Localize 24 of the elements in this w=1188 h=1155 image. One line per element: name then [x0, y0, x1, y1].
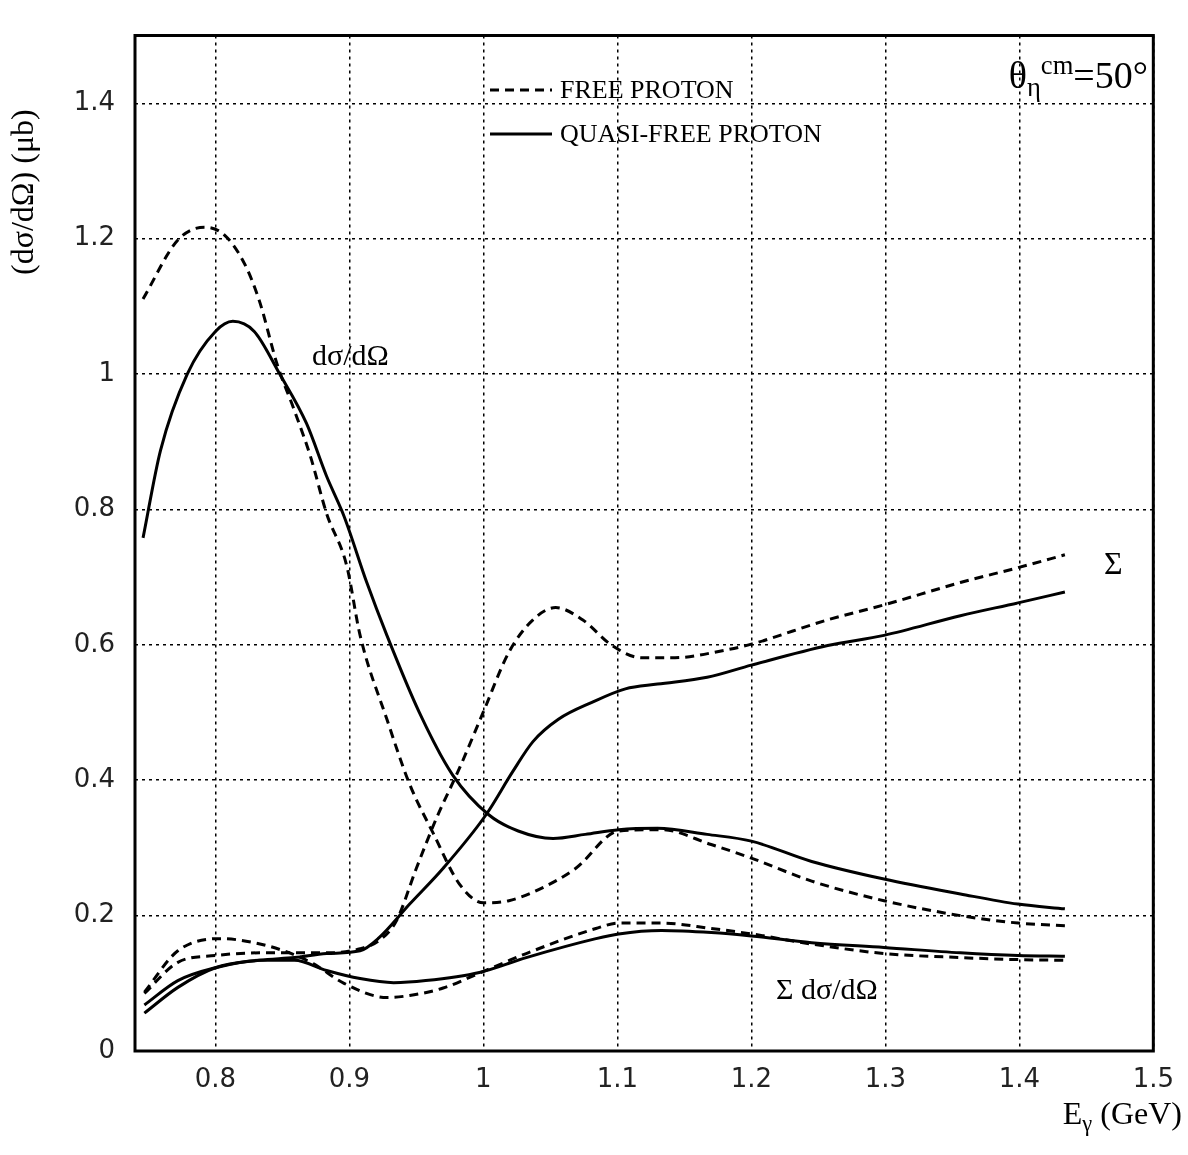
- y-axis-title: (dσ/dΩ) (μb): [4, 109, 41, 275]
- annotation: θ$_{η}$$^{cm}$=50°: [1008, 50, 1148, 104]
- y-tick-label: 0.4: [73, 762, 115, 793]
- x-tick-label: 1.4: [998, 1063, 1041, 1094]
- legend-label: FREE PROTON: [560, 75, 734, 105]
- x-tick-label: 1.5: [1132, 1063, 1175, 1094]
- x-tick-label: 1.3: [864, 1063, 907, 1094]
- y-tick-label: 0: [98, 1033, 115, 1064]
- y-tick-label: 1.2: [73, 221, 115, 252]
- x-tick-label: 1.1: [596, 1063, 639, 1094]
- y-tick-label: 1: [98, 356, 115, 387]
- y-tick-label: 0.8: [73, 492, 115, 523]
- y-tick-label: 0.2: [73, 898, 115, 929]
- y-tick-label: 1.4: [73, 86, 115, 117]
- annotation: Σ: [1104, 545, 1123, 582]
- annotation: Σ dσ/dΩ: [776, 972, 878, 1006]
- legend-label: QUASI-FREE PROTON: [560, 119, 822, 149]
- y-tick-label: 0.6: [73, 627, 115, 658]
- x-tick-label: 0.9: [328, 1063, 371, 1094]
- x-tick-label: 1: [475, 1063, 492, 1094]
- annotation: dσ/dΩ: [312, 338, 389, 372]
- x-tick-label: 0.8: [194, 1063, 237, 1094]
- x-axis-title: E$_{γ}$ (GeV): [1062, 1095, 1182, 1138]
- x-tick-label: 1.2: [730, 1063, 773, 1094]
